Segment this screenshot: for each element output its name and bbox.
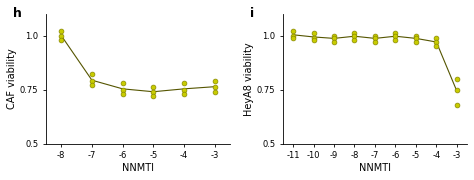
Point <box>119 88 127 91</box>
Point <box>330 34 338 37</box>
Point <box>57 30 65 33</box>
Point <box>392 32 399 35</box>
Point <box>392 34 399 37</box>
Point <box>211 80 219 82</box>
Point <box>88 73 96 76</box>
Point <box>453 88 461 91</box>
Point <box>310 32 318 35</box>
Point <box>289 36 297 39</box>
X-axis label: NNMTI: NNMTI <box>359 163 391 173</box>
Point <box>88 80 96 82</box>
Point <box>351 38 358 41</box>
X-axis label: NNMTI: NNMTI <box>122 163 154 173</box>
Y-axis label: CAF viability: CAF viability <box>7 48 17 109</box>
Point <box>371 36 379 39</box>
Point <box>351 34 358 37</box>
Point <box>310 36 318 39</box>
Text: h: h <box>13 7 22 20</box>
Point <box>371 34 379 37</box>
Point <box>289 34 297 37</box>
Point <box>453 103 461 106</box>
Point <box>180 82 188 85</box>
Point <box>330 40 338 43</box>
Point <box>433 40 440 43</box>
Point <box>412 34 419 37</box>
Point <box>433 45 440 48</box>
Point <box>310 38 318 41</box>
Point <box>412 40 419 43</box>
Point <box>371 40 379 43</box>
Point <box>180 88 188 91</box>
Point <box>57 34 65 37</box>
Point <box>149 95 157 98</box>
Point <box>119 93 127 95</box>
Point <box>412 36 419 39</box>
Point <box>289 30 297 33</box>
Point <box>119 82 127 85</box>
Point <box>149 86 157 89</box>
Point <box>351 32 358 35</box>
Point <box>57 38 65 41</box>
Point <box>453 77 461 80</box>
Point <box>180 93 188 95</box>
Point <box>149 90 157 93</box>
Point <box>392 38 399 41</box>
Y-axis label: HeyA8 viability: HeyA8 viability <box>244 42 254 116</box>
Point <box>88 84 96 87</box>
Point <box>433 36 440 39</box>
Point <box>330 36 338 39</box>
Point <box>211 86 219 89</box>
Text: i: i <box>250 7 254 20</box>
Point <box>211 90 219 93</box>
